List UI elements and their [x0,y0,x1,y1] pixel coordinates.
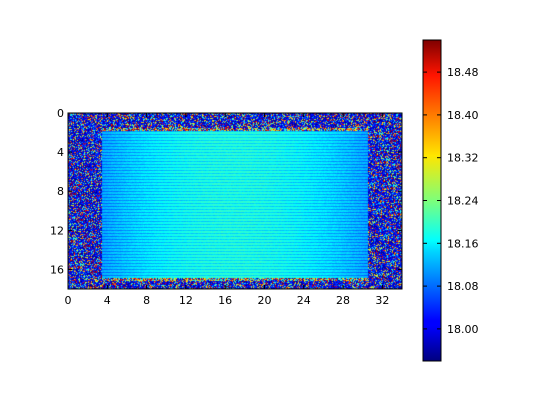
x-tick-label: 20 [257,294,271,307]
x-tick-label: 12 [179,294,193,307]
x-tick-label: 8 [143,294,150,307]
y-tick-label: 12 [50,224,64,237]
colorbar-tick-label: 18.40 [447,109,479,122]
y-tick-label: 4 [57,146,64,159]
colorbar-tick-label: 18.24 [447,195,479,208]
colorbar-tick-label: 18.16 [447,237,479,250]
colorbar-tick-label: 18.08 [447,280,479,293]
colorbar-axis: 18.00 18.08 18.16 18.24 18.32 18.40 18.48 [423,66,479,336]
x-tick-label: 0 [65,294,72,307]
colorbar-tick-label: 18.48 [447,66,479,79]
x-tick-label: 28 [336,294,350,307]
y-tick-label: 16 [50,263,64,276]
y-tick-label: 8 [57,185,64,198]
plot-area [68,113,402,289]
colorbar-tick-label: 18.32 [447,152,479,165]
x-tick-label: 16 [218,294,232,307]
y-tick-label: 0 [57,107,64,120]
colorbar-tick-label: 18.00 [447,323,479,336]
x-tick-label: 24 [297,294,311,307]
x-axis: 0 4 8 12 16 20 24 28 32 [65,113,389,307]
plot-frame [67,112,403,290]
colorbar [423,40,441,361]
x-tick-label: 4 [104,294,111,307]
heatmap-image [68,113,402,289]
x-tick-label: 32 [375,294,389,307]
y-axis: 0 4 8 12 16 [50,107,402,276]
